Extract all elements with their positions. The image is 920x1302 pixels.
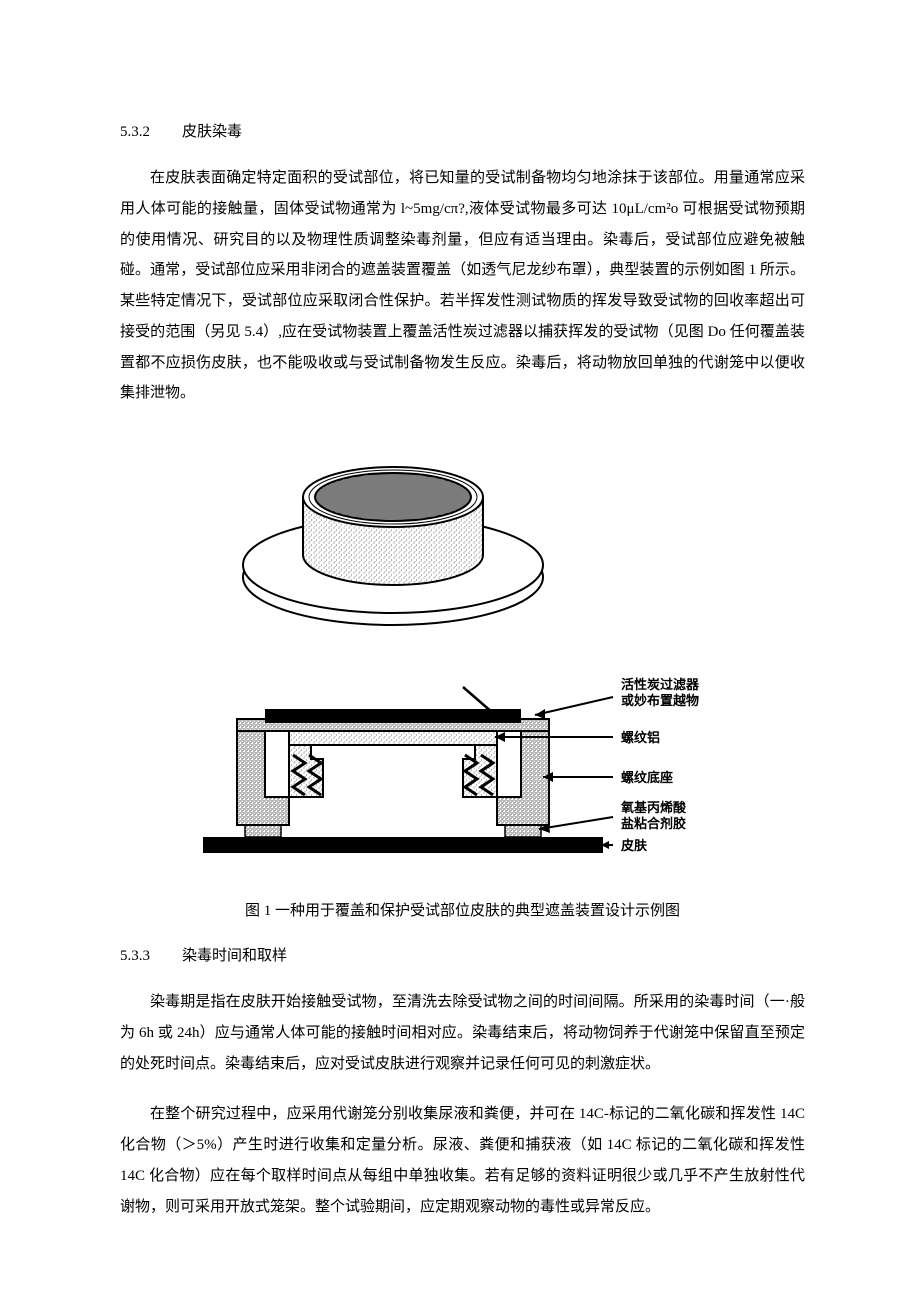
figure-top-view [243, 467, 543, 625]
section-532-heading: 5.3.2 皮肤染毒 [120, 120, 805, 141]
label-filter-l2: 或妙布置越物 [621, 693, 699, 708]
section-533-para2: 在整个研究过程中，应采用代谢笼分别收集尿液和粪便，并可在 14C-标记的二氧化碳… [120, 1099, 805, 1222]
section-532-title: 皮肤染毒 [182, 124, 242, 140]
label-cap: 螺纹铝 [621, 730, 660, 745]
figure-1: 活性炭过滤器 或妙布置越物 螺纹铝 螺纹底座 氧基丙烯酸 盐粘合剂胶 皮肤 [120, 437, 805, 877]
figure-cross-section: 活性炭过滤器 或妙布置越物 螺纹铝 螺纹底座 氧基丙烯酸 盐粘合剂胶 皮肤 [203, 677, 700, 853]
section-533-title: 染毒时间和取样 [182, 948, 287, 964]
label-skin: 皮肤 [620, 838, 648, 853]
label-filter-l1: 活性炭过滤器 [621, 677, 700, 692]
figure-1-caption: 图 1 一种用于覆盖和保护受试部位皮肤的典型遮盖装置设计示例图 [120, 899, 805, 920]
section-533-heading: 5.3.3 染毒时间和取样 [120, 944, 805, 965]
figure-1-svg: 活性炭过滤器 或妙布置越物 螺纹铝 螺纹底座 氧基丙烯酸 盐粘合剂胶 皮肤 [193, 437, 733, 877]
label-base: 螺纹底座 [621, 770, 673, 785]
section-532-para: 在皮肤表面确定特定面积的受试部位，将已知量的受试制备物均匀地涂抹于该部位。用量通… [120, 163, 805, 409]
label-adh-l2: 盐粘合剂胶 [621, 816, 686, 831]
section-532-num: 5.3.2 [120, 124, 150, 141]
section-533-para1: 染毒期是指在皮肤开始接触受试物，至清洗去除受试物之间的时间间隔。所采用的染毒时间… [120, 987, 805, 1079]
label-adh-l1: 氧基丙烯酸 [620, 800, 687, 815]
section-533-num: 5.3.3 [120, 948, 150, 965]
